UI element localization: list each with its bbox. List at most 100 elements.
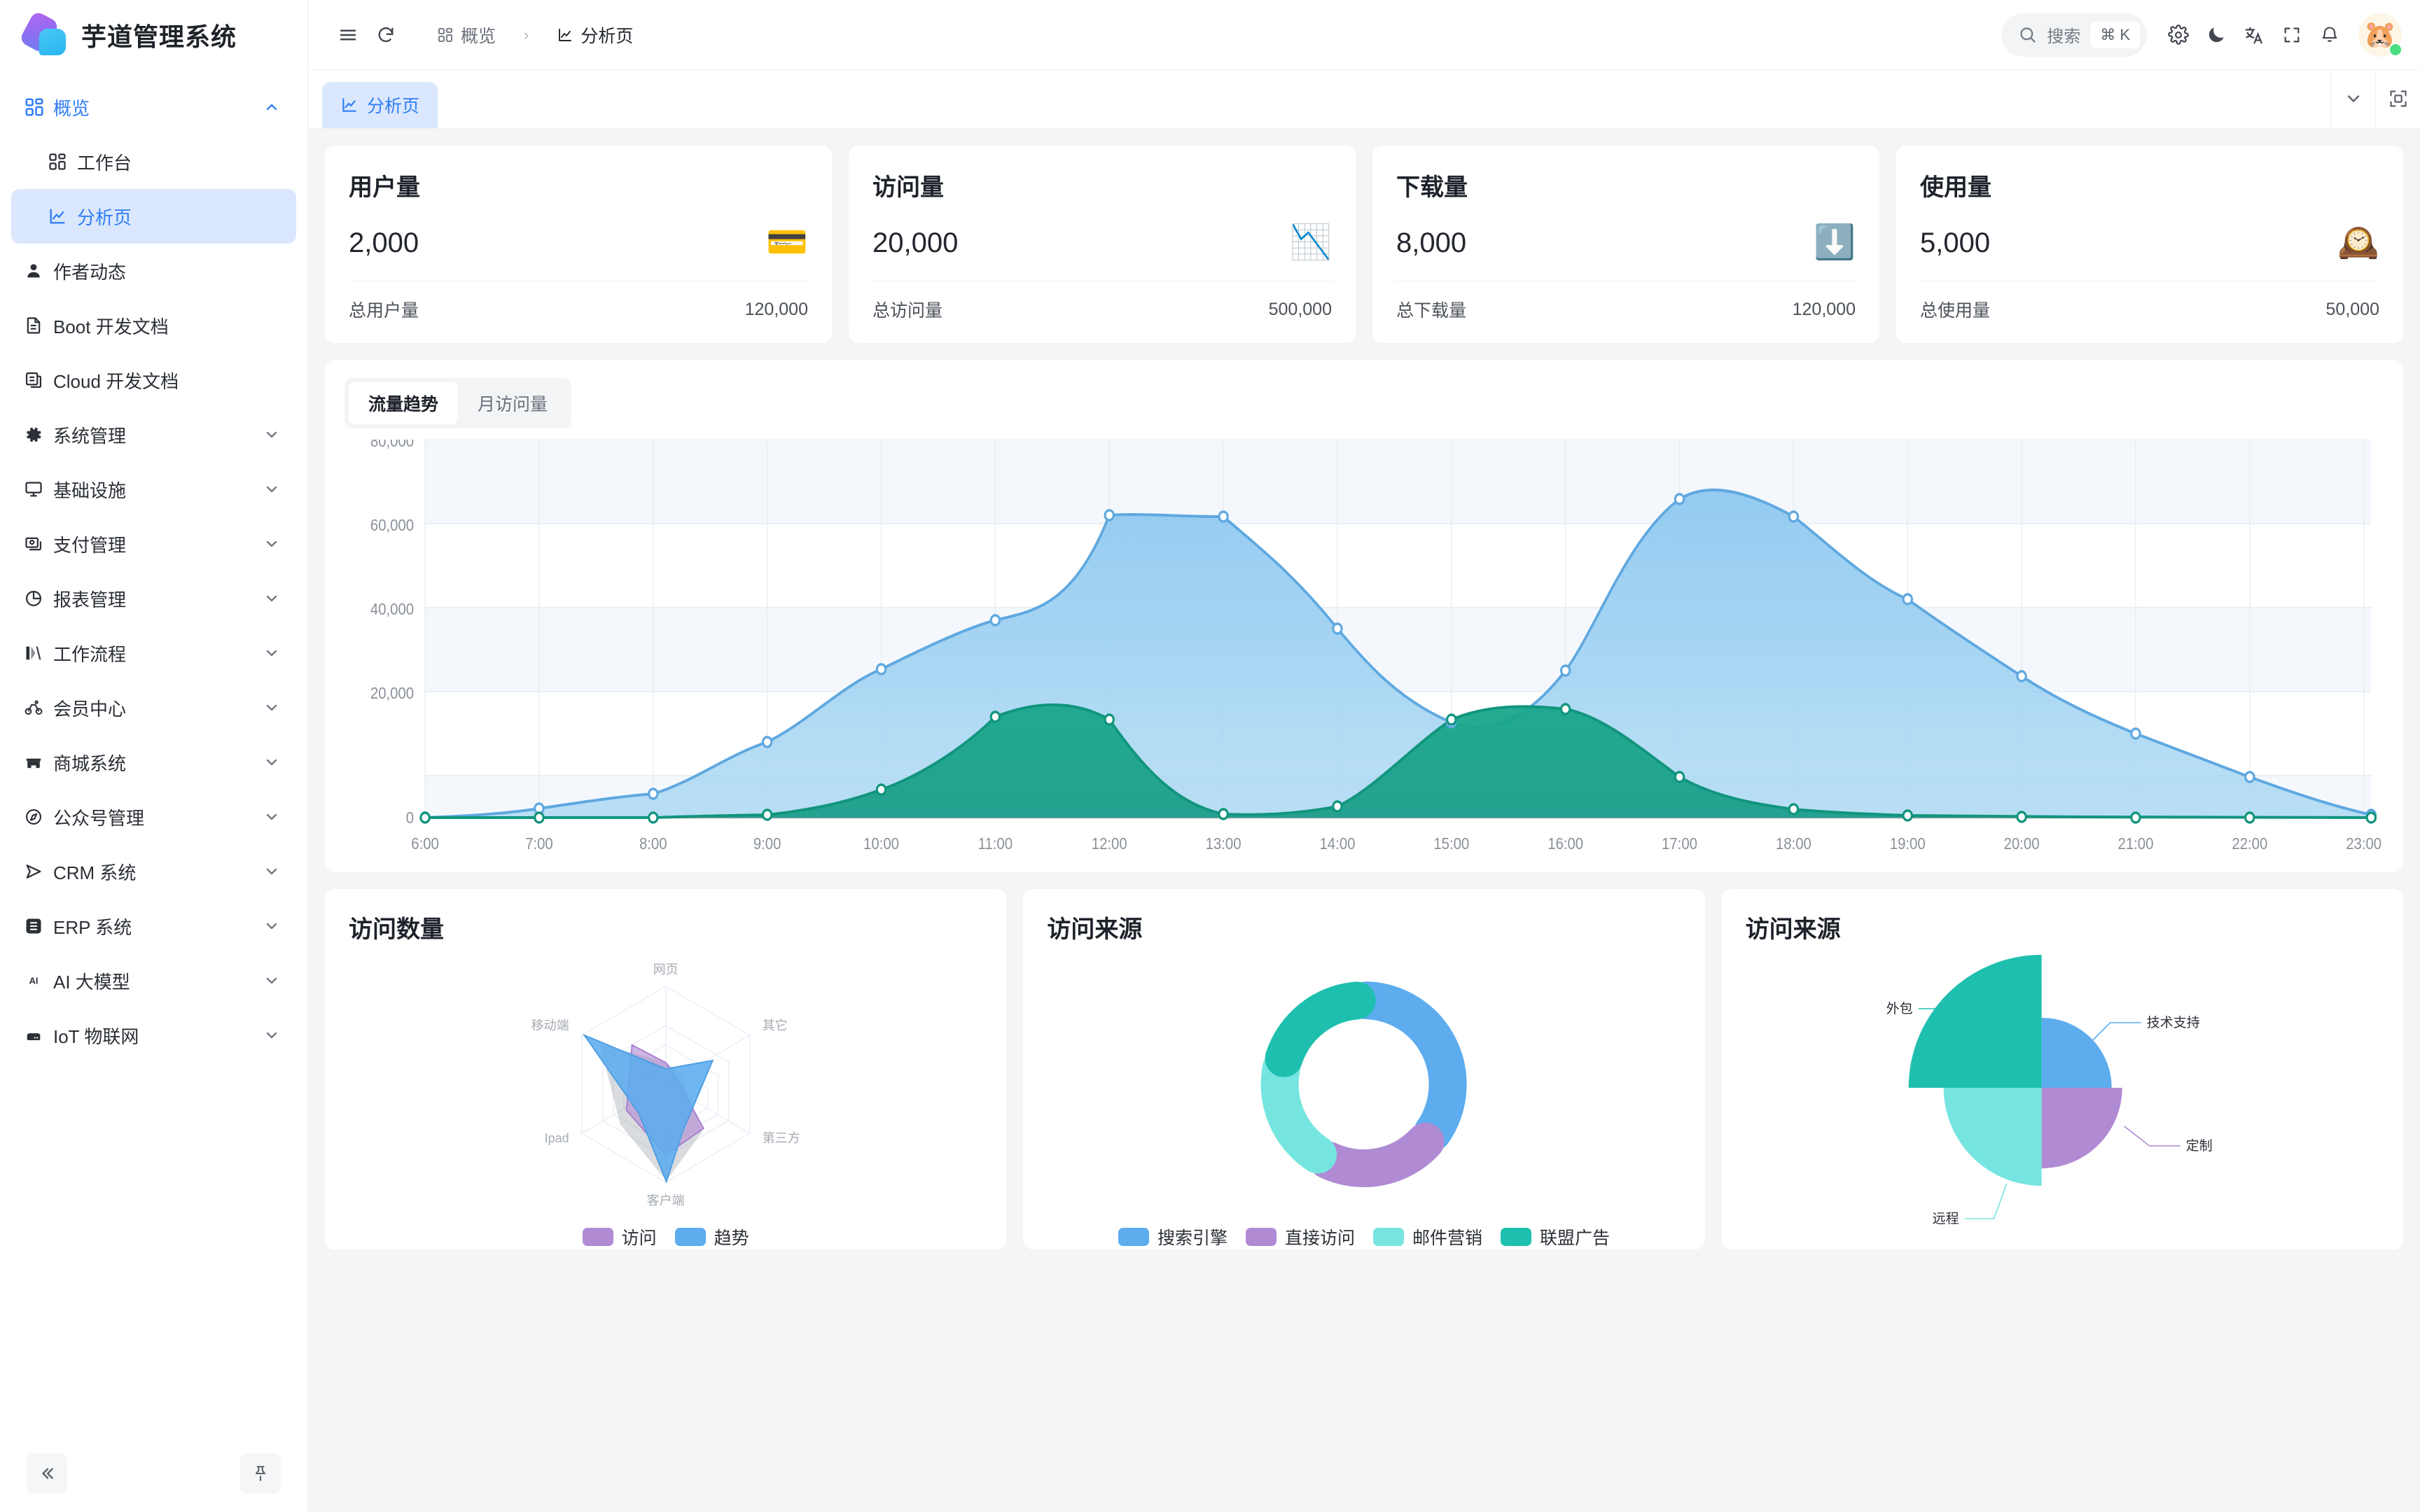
double-chevron-left-icon[interactable]: [27, 1453, 67, 1494]
stat-foot-label: 总用户量: [349, 301, 419, 321]
chevron-down-icon: [261, 481, 282, 498]
x-tick: 16:00: [1548, 834, 1583, 853]
legend-item-email[interactable]: 邮件营销: [1372, 1224, 1482, 1250]
y-tick: 80,000: [370, 440, 414, 450]
legend-item-direct[interactable]: 直接访问: [1245, 1224, 1355, 1250]
sidebar-item-ai-model[interactable]: AI AI 大模型: [11, 953, 296, 1008]
sidebar-item-report-management[interactable]: 报表管理: [11, 571, 296, 626]
stat-value: 2,000: [349, 227, 419, 258]
sidebar-nav: 概览 工作台 分析页 作者动态 Boot 开发文档: [0, 70, 307, 1435]
tab-traffic-trend[interactable]: 流量趋势: [349, 382, 459, 424]
search-input[interactable]: 搜索 ⌘ K: [2001, 13, 2147, 57]
stat-card-usage: 使用量 5,000 🕰️ 总使用量 50,000: [1896, 146, 2403, 343]
x-tick: 15:00: [1433, 834, 1469, 853]
sidebar-item-cloud-docs[interactable]: Cloud 开发文档: [11, 353, 296, 407]
search-icon: [2018, 25, 2037, 44]
sidebar-item-label: Cloud 开发文档: [53, 370, 179, 392]
legend-item-visits[interactable]: 访问: [582, 1224, 657, 1250]
legend-label: 联盟广告: [1540, 1228, 1611, 1248]
sidebar-item-label: 系统管理: [53, 425, 127, 447]
radar-axis-label: 其它: [763, 1018, 788, 1032]
chevron-down-icon: [261, 808, 282, 825]
legend-label: 直接访问: [1284, 1228, 1355, 1248]
gear-icon[interactable]: [2160, 16, 2197, 54]
visit-count-card: 访问数量: [325, 889, 1007, 1250]
chevron-down-icon[interactable]: [2330, 69, 2375, 128]
sidebar-item-boot-docs[interactable]: Boot 开发文档: [11, 298, 296, 353]
stat-title: 用户量: [349, 174, 420, 201]
refresh-icon[interactable]: [367, 16, 405, 54]
chevron-up-icon: [261, 99, 282, 115]
x-tick: 20:00: [2004, 834, 2040, 853]
sidebar-item-mall-system[interactable]: 商城系统: [11, 735, 296, 790]
sidebar-item-label: ERP 系统: [53, 916, 132, 938]
content-fullscreen-icon[interactable]: [2375, 69, 2420, 128]
avatar[interactable]: 🐹: [2358, 13, 2402, 57]
donut-chart: [1047, 944, 1681, 1224]
chevron-down-icon: [261, 918, 282, 934]
sidebar-item-iot[interactable]: IoT 物联网: [11, 1008, 296, 1063]
translate-icon[interactable]: [2235, 16, 2273, 54]
stat-foot-label: 总访问量: [872, 301, 943, 321]
x-tick: 12:00: [1092, 834, 1127, 853]
rose-label: 外包: [1886, 1001, 1912, 1016]
sidebar-item-analytics[interactable]: 分析页: [11, 189, 296, 244]
sidebar-item-workflow[interactable]: 工作流程: [11, 626, 296, 680]
sidebar-item-infrastructure[interactable]: 基础设施: [11, 462, 296, 517]
stat-footer: 总下载量 120,000: [1396, 297, 1856, 322]
sidebar-item-workbench[interactable]: 工作台: [11, 134, 296, 189]
x-tick: 17:00: [1662, 834, 1697, 853]
chart-title: 访问来源: [1047, 916, 1143, 943]
tab-monthly-visits[interactable]: 月访问量: [478, 395, 548, 414]
dashboard-icon: [437, 27, 454, 43]
rose-slice-tech-support: [2041, 1018, 2112, 1088]
sidebar-item-overview[interactable]: 概览: [11, 80, 296, 134]
sidebar-item-member-center[interactable]: 会员中心: [11, 680, 296, 735]
tab-analytics[interactable]: 分析页: [322, 82, 438, 128]
y-tick: 0: [406, 808, 414, 827]
sidebar-item-label: CRM 系统: [53, 862, 137, 883]
sidebar-item-payment-management[interactable]: 支付管理: [11, 517, 296, 571]
radar-series-trend: [582, 1033, 714, 1184]
donut-slice-email: [1261, 1049, 1337, 1174]
rose-slice-custom: [2041, 1088, 2122, 1168]
sidebar-item-crm-system[interactable]: CRM 系统: [11, 844, 296, 899]
rose-leader-custom: [2123, 1126, 2181, 1147]
legend-label: 趋势: [714, 1228, 749, 1248]
rose-leader-tech-support: [2089, 1022, 2141, 1043]
hamburger-icon[interactable]: [329, 16, 367, 54]
sidebar-item-system-management[interactable]: 系统管理: [11, 407, 296, 462]
rose-leader-remote: [1964, 1183, 2008, 1219]
moon-icon[interactable]: [2197, 16, 2235, 54]
status-badge: [2388, 42, 2402, 57]
x-tick: 9:00: [753, 834, 781, 853]
pin-icon[interactable]: [240, 1453, 281, 1494]
breadcrumb-item-overview[interactable]: 概览: [417, 14, 515, 56]
x-tick: 11:00: [978, 834, 1013, 853]
rose-leader-outsourcing: [1918, 1008, 1963, 1023]
stat-main-row: 8,000 ⬇️: [1396, 226, 1856, 260]
visit-source-rose-card: 访问来源: [1721, 889, 2403, 1250]
sidebar-item-erp-system[interactable]: ERP 系统: [11, 899, 296, 953]
breadcrumb-label: 概览: [461, 26, 496, 46]
fullscreen-icon[interactable]: [2273, 16, 2311, 54]
stat-value: 5,000: [1920, 227, 1991, 258]
bell-icon[interactable]: [2311, 16, 2349, 54]
stat-title: 访问量: [872, 174, 944, 201]
legend-item-affiliate[interactable]: 联盟广告: [1501, 1224, 1610, 1250]
ai-icon: AI: [24, 971, 53, 990]
sidebar-item-official-account[interactable]: 公众号管理: [11, 790, 296, 844]
x-tick: 18:00: [1776, 834, 1811, 853]
legend-item-trend[interactable]: 趋势: [674, 1224, 749, 1250]
sidebar-item-author-feed[interactable]: 作者动态: [11, 244, 296, 298]
rose-label: 技术支持: [2146, 1015, 2199, 1030]
chevron-down-icon: [261, 536, 282, 552]
legend-item-search-engine[interactable]: 搜索引擎: [1118, 1224, 1228, 1250]
sidebar-item-label: AI 大模型: [53, 971, 130, 993]
breadcrumb-item-analytics[interactable]: 分析页: [537, 14, 653, 56]
sidebar-item-label: Boot 开发文档: [53, 316, 169, 337]
sidebar-item-label: 支付管理: [53, 534, 127, 556]
x-tick: 22:00: [2232, 834, 2267, 853]
brand[interactable]: 芋道管理系统: [0, 0, 307, 70]
x-tick: 19:00: [1890, 834, 1926, 853]
